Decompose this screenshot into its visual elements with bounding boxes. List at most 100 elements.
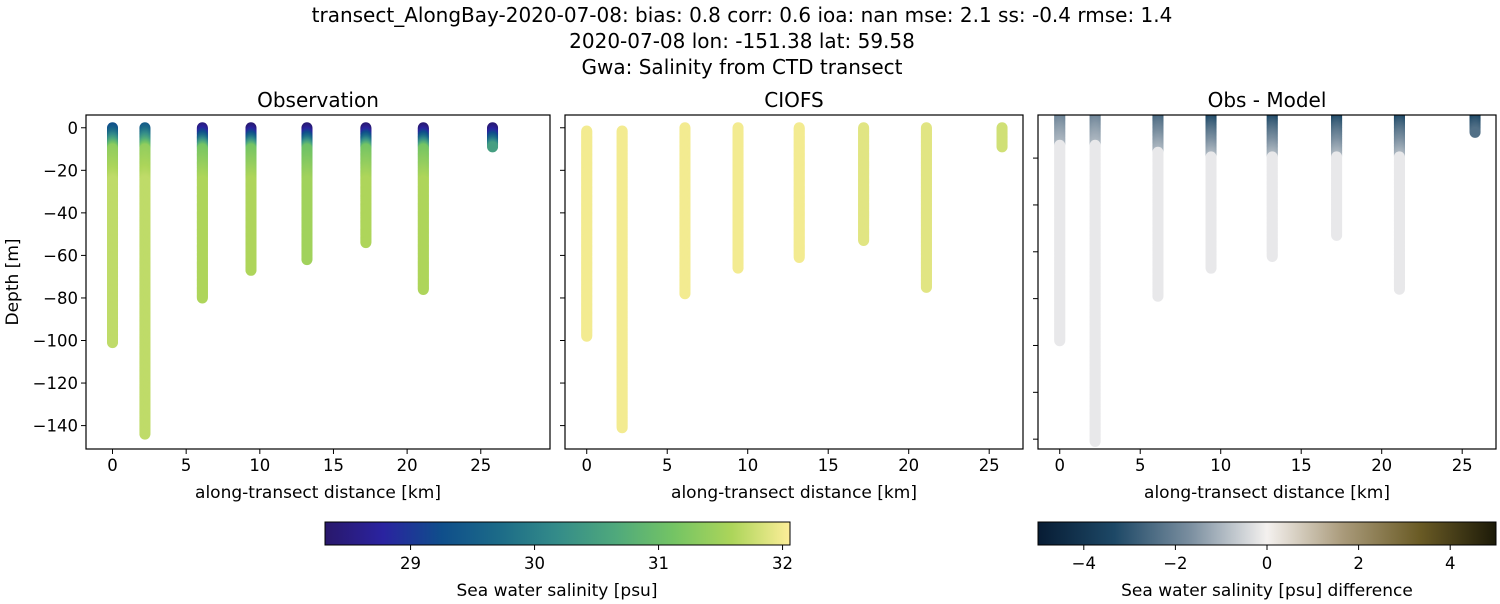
y-tick-label: −120 — [33, 374, 78, 393]
suptitle-line3: Gwa: Salinity from CTD transect — [582, 55, 903, 79]
profile-5 — [360, 122, 372, 249]
panel-2-markers — [1054, 115, 1481, 448]
data-point — [996, 141, 1008, 153]
profile-5 — [858, 122, 870, 247]
colorbar-salinity-tick-label: 32 — [772, 554, 793, 573]
x-tick-label: 0 — [107, 456, 118, 475]
panel-0-markers — [107, 122, 499, 440]
y-tick-label: 0 — [68, 119, 79, 138]
panel-title-obs-model: Obs - Model — [1208, 88, 1327, 112]
profile-3 — [245, 122, 257, 276]
data-point — [581, 330, 593, 342]
x-tick-label: 5 — [662, 456, 673, 475]
x-tick-label: 5 — [1135, 456, 1146, 475]
profile-1 — [139, 122, 151, 440]
panel-title-observation: Observation — [257, 88, 379, 112]
colorbar-salinity-tick-label: 30 — [524, 554, 545, 573]
y-tick-label: −140 — [33, 417, 78, 436]
profile-3 — [732, 122, 744, 274]
data-point — [616, 422, 628, 434]
profile-2 — [1152, 115, 1164, 302]
profile-4 — [1266, 115, 1278, 262]
x-tick-label: 15 — [323, 456, 344, 475]
panel-title-ciofs: CIOFS — [764, 88, 823, 112]
colorbar-salinity-tick-label: 31 — [648, 554, 669, 573]
data-point — [1089, 436, 1101, 448]
data-point — [1331, 229, 1343, 241]
colorbar-diff-tick-label: 4 — [1445, 554, 1456, 573]
profile-6 — [1393, 115, 1405, 295]
profile-2 — [196, 122, 208, 304]
x-tick-label: 15 — [818, 456, 839, 475]
axes-frame — [85, 114, 551, 450]
data-point — [793, 252, 805, 264]
xlabel-observation: along-transect distance [km] — [195, 483, 441, 503]
data-point — [417, 283, 429, 295]
data-point — [1469, 126, 1481, 138]
x-tick-label: 25 — [470, 456, 491, 475]
x-tick-label: 10 — [737, 456, 758, 475]
profile-4 — [301, 122, 313, 266]
profile-6 — [417, 122, 429, 295]
profile-1 — [616, 125, 628, 434]
colorbar-diff-tick-label: 0 — [1262, 554, 1273, 573]
y-tick-label: −20 — [43, 161, 78, 180]
profile-0 — [107, 122, 119, 349]
data-point — [107, 337, 119, 349]
x-tick-label: 20 — [1371, 456, 1392, 475]
colorbar-diff-tick-label: −2 — [1163, 554, 1187, 573]
xlabel-ciofs: along-transect distance [km] — [671, 483, 917, 503]
y-tick-label: −60 — [43, 246, 78, 265]
data-point — [301, 254, 313, 266]
profile-7 — [996, 122, 1008, 153]
data-point — [1054, 335, 1066, 347]
data-point — [1205, 262, 1217, 274]
profile-7 — [1469, 115, 1481, 138]
profile-3 — [1205, 115, 1217, 274]
colorbar-salinity-label: Sea water salinity [psu] — [457, 581, 658, 600]
profile-7 — [487, 122, 499, 153]
data-point — [487, 141, 499, 153]
colorbar-salinity — [324, 521, 791, 546]
suptitle-line1: transect_AlongBay-2020-07-08: bias: 0.8 … — [312, 3, 1173, 27]
profile-1 — [1089, 115, 1101, 448]
colorbar-diff-tick-label: 2 — [1353, 554, 1364, 573]
profile-2 — [679, 122, 691, 300]
x-tick-label: 25 — [979, 456, 1000, 475]
data-point — [1266, 250, 1278, 262]
suptitle-line2: 2020-07-08 lon: -151.38 lat: 59.58 — [569, 29, 915, 53]
profile-0 — [581, 125, 593, 342]
colorbar-salinity-tick-label: 29 — [400, 554, 421, 573]
xlabel-obs-model: along-transect distance [km] — [1144, 483, 1390, 503]
data-point — [679, 288, 691, 300]
profile-0 — [1054, 115, 1066, 347]
data-point — [245, 264, 257, 276]
x-tick-label: 0 — [581, 456, 592, 475]
data-point — [1152, 290, 1164, 302]
data-point — [920, 281, 932, 293]
colorbar-diff-label: Sea water salinity [psu] difference — [1121, 581, 1413, 600]
x-tick-label: 20 — [898, 456, 919, 475]
profile-6 — [920, 122, 932, 293]
y-tick-label: −40 — [43, 204, 78, 223]
y-tick-label: −80 — [43, 289, 78, 308]
data-point — [196, 292, 208, 304]
data-point — [360, 237, 372, 249]
data-point — [858, 235, 870, 247]
x-tick-label: 5 — [181, 456, 192, 475]
data-point — [1393, 283, 1405, 295]
x-tick-label: 0 — [1054, 456, 1065, 475]
colorbar-diff-tick-label: −4 — [1072, 554, 1096, 573]
axes-frame — [1037, 114, 1497, 450]
x-tick-label: 15 — [1291, 456, 1312, 475]
colorbar-diff — [1037, 521, 1497, 546]
x-tick-label: 10 — [249, 456, 270, 475]
y-tick-label: −100 — [33, 332, 78, 351]
profile-5 — [1331, 115, 1343, 241]
x-tick-label: 10 — [1210, 456, 1231, 475]
x-tick-label: 20 — [397, 456, 418, 475]
x-tick-label: 25 — [1452, 456, 1473, 475]
ylabel-depth: Depth [m] — [3, 238, 23, 325]
data-point — [139, 428, 151, 440]
